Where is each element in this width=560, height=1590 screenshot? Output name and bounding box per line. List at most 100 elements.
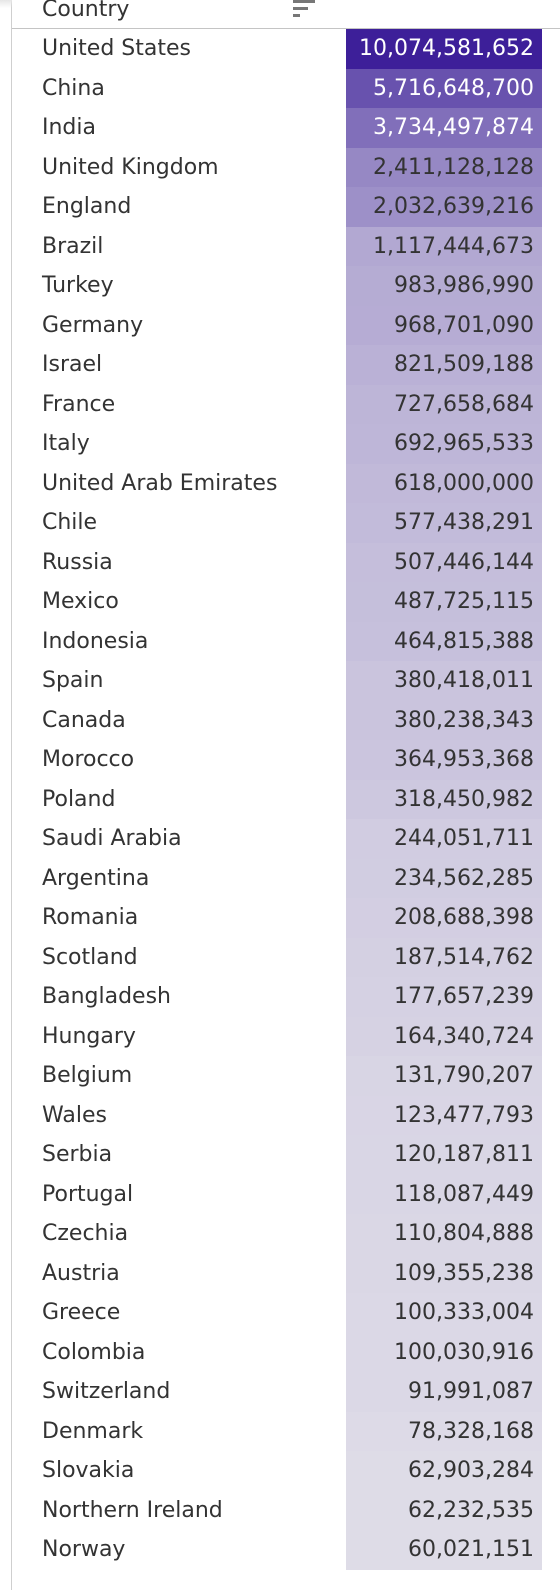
country-label: Colombia (42, 1339, 146, 1365)
value-label: 100,333,004 (394, 1300, 534, 1325)
country-label: Chile (42, 510, 98, 535)
value-cell[interactable]: 91,991,087 (346, 1372, 542, 1412)
value-cell[interactable]: 5,716,648,700 (346, 68, 542, 108)
value-cell[interactable]: 60,021,151 (346, 1530, 542, 1570)
value-cell[interactable]: 618,000,000 (346, 463, 542, 503)
value-cell[interactable]: 983,986,990 (346, 266, 542, 306)
table-row[interactable]: Hungary 164,340,724 (12, 1016, 560, 1056)
table-row[interactable]: Turkey 983,986,990 (12, 266, 560, 306)
value-cell[interactable]: 244,051,711 (346, 819, 542, 859)
table-row[interactable]: Saudi Arabia 244,051,711 (12, 819, 560, 859)
table-row[interactable]: Serbia 120,187,811 (12, 1135, 560, 1175)
value-cell[interactable]: 62,232,535 (346, 1490, 542, 1530)
table-row[interactable]: England 2,032,639,216 (12, 187, 560, 227)
table-row[interactable]: Israel 821,509,188 (12, 345, 560, 385)
value-label: 118,087,449 (394, 1181, 534, 1207)
country-label: Mexico (42, 589, 119, 614)
value-cell[interactable]: 131,790,207 (346, 1056, 542, 1096)
value-cell[interactable]: 187,514,762 (346, 937, 542, 977)
country-label: Russia (42, 549, 113, 575)
value-cell[interactable]: 968,701,090 (346, 305, 542, 345)
table-row[interactable]: Greece 100,333,004 (12, 1293, 560, 1333)
country-label: Denmark (42, 1418, 144, 1444)
country-label: Argentina (42, 865, 150, 891)
table-row[interactable]: Wales 123,477,793 (12, 1095, 560, 1135)
country-label: Scotland (42, 944, 138, 970)
table-row[interactable]: United States 10,074,581,652 (12, 29, 560, 69)
value-label: 692,965,533 (394, 431, 534, 456)
value-cell[interactable]: 100,333,004 (346, 1293, 542, 1333)
table-row[interactable]: Denmark 78,328,168 (12, 1411, 560, 1451)
table-row[interactable]: Spain 380,418,011 (12, 661, 560, 701)
value-cell[interactable]: 208,688,398 (346, 898, 542, 938)
value-cell[interactable]: 577,438,291 (346, 503, 542, 543)
table-row[interactable]: Austria 109,355,238 (12, 1253, 560, 1293)
value-cell[interactable]: 1,117,444,673 (346, 226, 542, 266)
value-cell[interactable]: 62,903,284 (346, 1451, 542, 1491)
value-cell[interactable]: 78,328,168 (346, 1411, 542, 1451)
value-cell[interactable]: 123,477,793 (346, 1095, 542, 1135)
table-row[interactable]: Indonesia 464,815,388 (12, 621, 560, 661)
table-row[interactable]: Slovakia 62,903,284 (12, 1451, 560, 1491)
table-row[interactable]: Belgium 131,790,207 (12, 1056, 560, 1096)
table-row[interactable]: India 3,734,497,874 (12, 108, 560, 148)
value-cell[interactable]: 821,509,188 (346, 345, 542, 385)
value-cell[interactable]: 380,418,011 (346, 661, 542, 701)
value-cell[interactable]: 2,411,128,128 (346, 147, 542, 187)
country-label: Portugal (42, 1181, 134, 1207)
table-row[interactable]: Northern Ireland 62,232,535 (12, 1490, 560, 1530)
table-row[interactable]: Chile 577,438,291 (12, 503, 560, 543)
value-cell[interactable]: 487,725,115 (346, 582, 542, 622)
value-cell[interactable]: 177,657,239 (346, 977, 542, 1017)
table-row[interactable]: Morocco 364,953,368 (12, 740, 560, 780)
sort-descending-icon[interactable] (293, 0, 317, 22)
table-row[interactable]: Poland 318,450,982 (12, 779, 560, 819)
country-label: United Kingdom (42, 154, 219, 180)
country-label: Canada (42, 707, 126, 733)
value-cell[interactable]: 3,734,497,874 (346, 108, 542, 148)
value-cell[interactable]: 727,658,684 (346, 384, 542, 424)
table-row[interactable]: Italy 692,965,533 (12, 424, 560, 464)
value-cell[interactable]: 164,340,724 (346, 1016, 542, 1056)
table-row[interactable]: Mexico 487,725,115 (12, 582, 560, 622)
value-label: 968,701,090 (394, 312, 534, 338)
table-row[interactable]: Germany 968,701,090 (12, 305, 560, 345)
table-row[interactable]: Portugal 118,087,449 (12, 1174, 560, 1214)
table-row[interactable]: Scotland 187,514,762 (12, 937, 560, 977)
value-cell[interactable]: 118,087,449 (346, 1174, 542, 1214)
table-row[interactable]: China 5,716,648,700 (12, 68, 560, 108)
value-label: 187,514,762 (394, 944, 534, 970)
value-cell[interactable]: 318,450,982 (346, 779, 542, 819)
value-cell[interactable]: 507,446,144 (346, 542, 542, 582)
table-row[interactable]: Czechia 110,804,888 (12, 1214, 560, 1254)
value-cell[interactable]: 110,804,888 (346, 1214, 542, 1254)
table-row[interactable]: United Kingdom 2,411,128,128 (12, 147, 560, 187)
table-row[interactable]: Colombia 100,030,916 (12, 1332, 560, 1372)
table-row[interactable]: Argentina 234,562,285 (12, 858, 560, 898)
table-row[interactable]: Russia 507,446,144 (12, 542, 560, 582)
table-row[interactable]: France 727,658,684 (12, 384, 560, 424)
value-cell[interactable]: 364,953,368 (346, 740, 542, 780)
country-label: Greece (42, 1300, 121, 1325)
value-cell[interactable]: 100,030,916 (346, 1332, 542, 1372)
table-row[interactable]: Bangladesh 177,657,239 (12, 977, 560, 1017)
table-row[interactable]: Norway 60,021,151 (12, 1530, 560, 1570)
value-cell[interactable]: 2,032,639,216 (346, 187, 542, 227)
table-header: Country (12, 0, 560, 29)
value-cell[interactable]: 10,074,581,652 (346, 29, 542, 69)
value-cell[interactable]: 234,562,285 (346, 858, 542, 898)
value-cell[interactable]: 120,187,811 (346, 1135, 542, 1175)
table-row[interactable]: United Arab Emirates 618,000,000 (12, 463, 560, 503)
table-row[interactable]: Brazil 1,117,444,673 (12, 226, 560, 266)
value-cell[interactable]: 380,238,343 (346, 700, 542, 740)
value-cell[interactable]: 464,815,388 (346, 621, 542, 661)
table-row[interactable]: Canada 380,238,343 (12, 700, 560, 740)
value-cell[interactable]: 109,355,238 (346, 1253, 542, 1293)
country-label: Germany (42, 312, 144, 338)
table-row[interactable]: Switzerland 91,991,087 (12, 1372, 560, 1412)
table-row[interactable]: Romania 208,688,398 (12, 898, 560, 938)
value-label: 244,051,711 (394, 826, 534, 851)
value-cell[interactable]: 692,965,533 (346, 424, 542, 464)
value-label: 109,355,238 (394, 1260, 534, 1286)
